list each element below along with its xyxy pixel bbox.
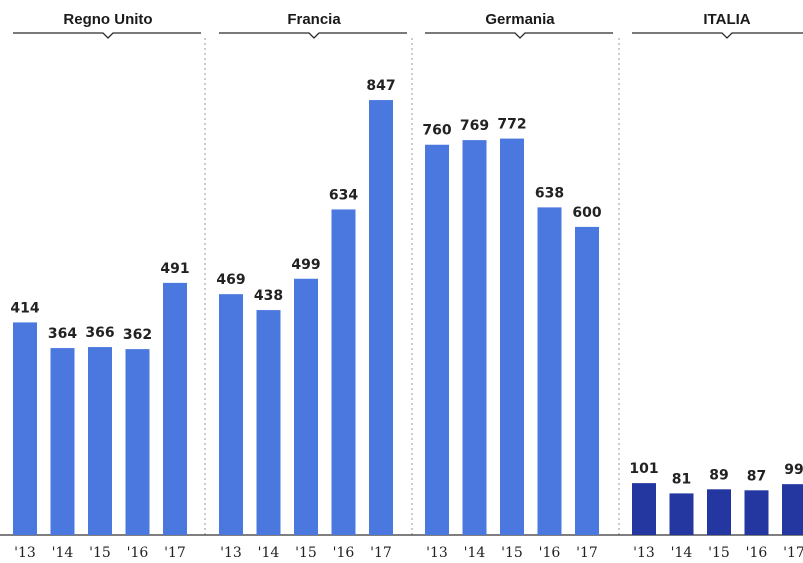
x-tick-label: '16	[127, 545, 149, 561]
x-tick-label: '15	[708, 545, 730, 561]
panel-title: Germania	[485, 11, 555, 28]
panel-title-rule	[13, 32, 201, 39]
data-label: 87	[747, 468, 766, 484]
bar	[219, 294, 243, 535]
bar	[294, 278, 318, 535]
panel-title-rule	[425, 32, 613, 39]
bar	[575, 226, 599, 535]
panel-title-rule	[632, 32, 803, 39]
panel-title: ITALIA	[703, 11, 750, 28]
x-tick-label: '14	[671, 545, 693, 561]
data-label: 634	[329, 187, 358, 203]
x-tick-label: '14	[52, 545, 74, 561]
data-label: 499	[291, 257, 320, 273]
data-label: 99	[784, 462, 803, 478]
x-tick-label: '13	[633, 545, 655, 561]
data-label: 366	[85, 325, 114, 341]
x-tick-label: '15	[89, 545, 111, 561]
bar	[632, 483, 656, 535]
panel-title: Regno Unito	[63, 11, 152, 28]
data-label: 491	[160, 261, 189, 277]
data-label: 414	[10, 300, 39, 316]
bar	[125, 349, 150, 535]
bar	[13, 322, 37, 535]
x-tick-label: '16	[746, 545, 768, 561]
x-tick-label: '13	[14, 545, 36, 561]
bar	[50, 348, 75, 535]
data-label: 760	[422, 123, 451, 139]
bar	[707, 489, 731, 535]
x-tick-label: '17	[783, 545, 803, 561]
panel-title-rule	[219, 32, 407, 39]
bar	[425, 144, 449, 536]
x-tick-label: '17	[576, 545, 598, 561]
x-tick-label: '15	[295, 545, 317, 561]
data-label: 469	[216, 272, 245, 288]
bar	[163, 282, 187, 535]
data-label: 364	[48, 326, 77, 342]
bar	[537, 207, 562, 535]
data-label: 638	[535, 185, 564, 201]
data-label: 600	[572, 205, 601, 221]
x-tick-label: '14	[258, 545, 280, 561]
x-tick-label: '15	[501, 545, 523, 561]
x-tick-label: '17	[164, 545, 186, 561]
data-label: 769	[460, 118, 489, 134]
bar	[669, 493, 694, 535]
x-tick-label: '16	[539, 545, 561, 561]
bar	[462, 140, 487, 535]
x-tick-label: '13	[220, 545, 242, 561]
data-label: 772	[497, 117, 526, 133]
bar	[500, 138, 524, 535]
bar	[331, 209, 356, 536]
x-tick-label: '16	[333, 545, 355, 561]
data-label: 438	[254, 288, 283, 304]
x-tick-label: '17	[370, 545, 392, 561]
data-label: 81	[672, 471, 691, 487]
data-label: 847	[366, 78, 395, 94]
data-label: 101	[629, 461, 658, 477]
x-tick-label: '13	[426, 545, 448, 561]
bar	[369, 100, 393, 536]
data-label: 89	[709, 467, 728, 483]
bar	[744, 490, 769, 535]
bar	[256, 310, 281, 535]
data-label: 362	[123, 327, 152, 343]
panel-title: Francia	[287, 11, 341, 28]
bar	[88, 347, 112, 535]
bar	[782, 484, 803, 535]
x-tick-label: '14	[464, 545, 486, 561]
